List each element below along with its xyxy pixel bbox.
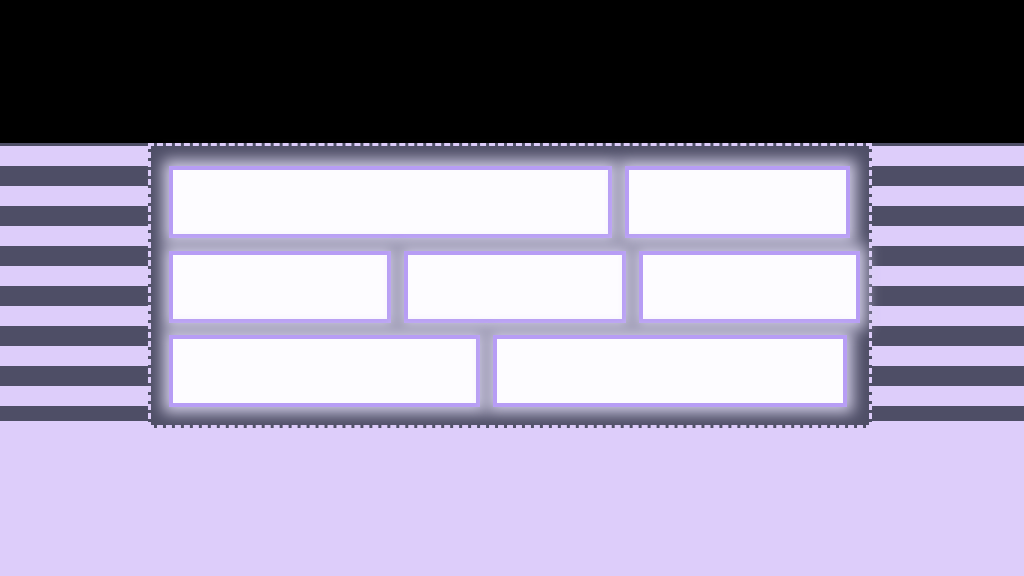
row-2	[169, 250, 860, 323]
letterbox-top-bar	[0, 0, 1024, 143]
row-3	[169, 335, 851, 407]
box-3[interactable]	[169, 250, 391, 323]
box-7[interactable]	[493, 335, 847, 407]
box-4[interactable]	[404, 250, 626, 323]
box-1[interactable]	[169, 166, 612, 238]
box-5[interactable]	[639, 250, 860, 323]
row-1	[169, 166, 851, 238]
flex-container	[148, 143, 872, 428]
box-2[interactable]	[625, 166, 850, 238]
box-6[interactable]	[169, 335, 480, 407]
